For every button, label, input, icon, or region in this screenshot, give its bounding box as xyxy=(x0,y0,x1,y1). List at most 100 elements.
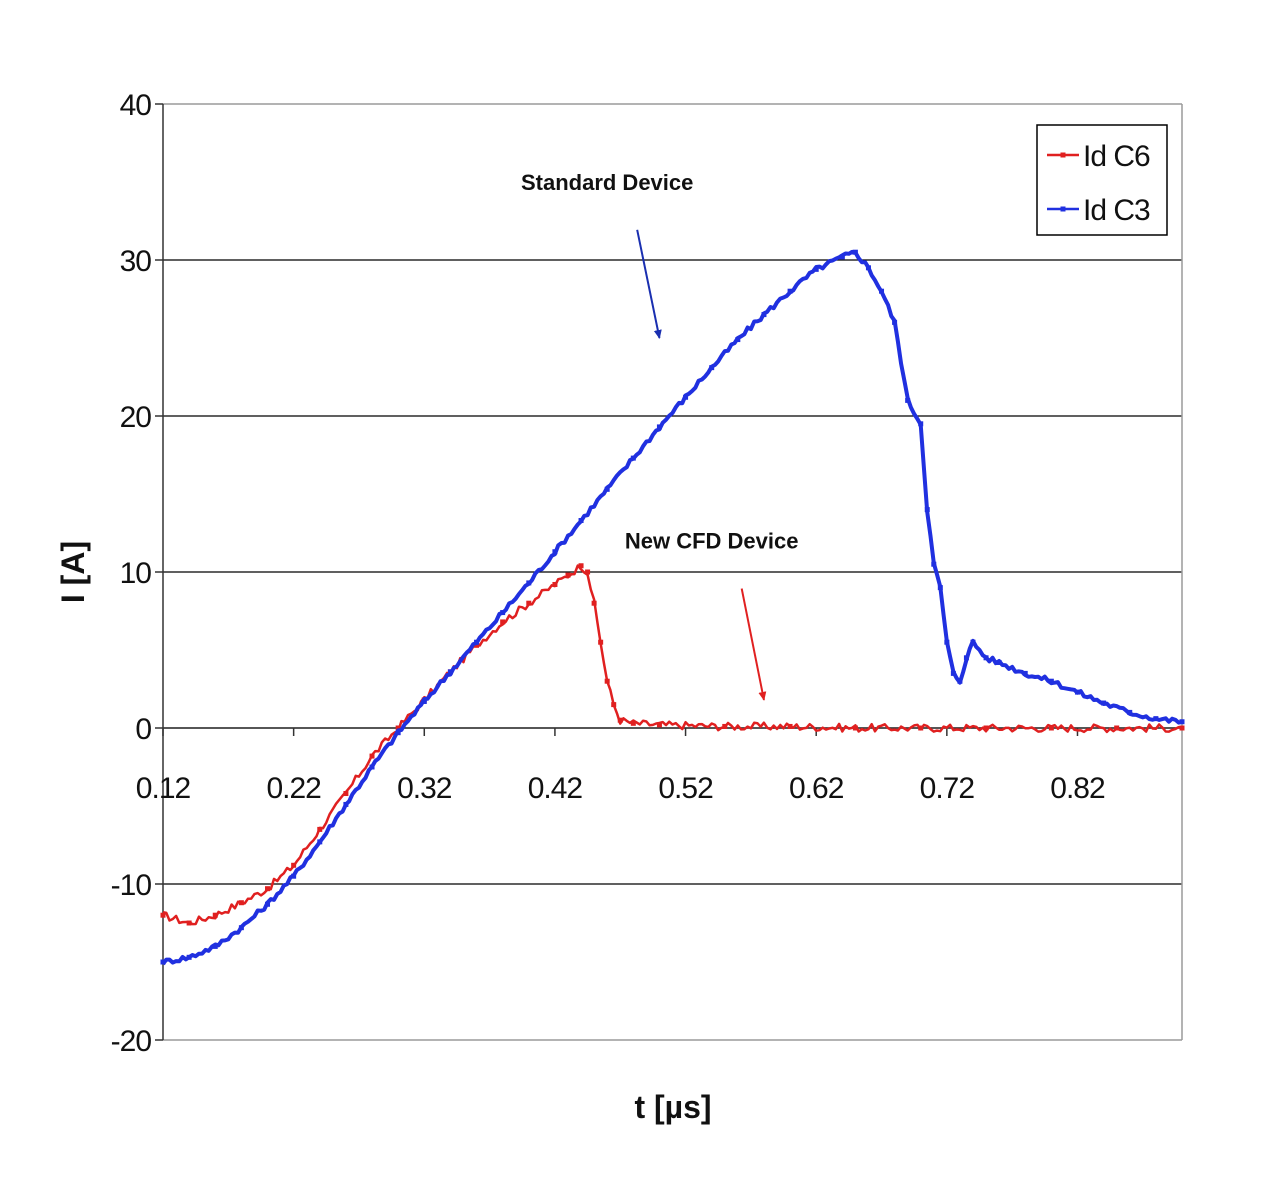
x-axis-title: t [µs] xyxy=(634,1089,711,1125)
series-line xyxy=(161,249,1183,966)
data-point xyxy=(238,900,244,906)
y-axis-title: I [A] xyxy=(55,541,91,603)
legend-marker xyxy=(1060,206,1066,212)
x-tick-label: 0.72 xyxy=(920,772,975,805)
data-point xyxy=(160,959,166,965)
y-tick-label: 20 xyxy=(120,401,152,434)
series-id-c6 xyxy=(160,563,1185,926)
x-tick-label: 0.52 xyxy=(658,772,713,805)
data-point xyxy=(421,698,427,704)
data-point xyxy=(630,455,636,461)
annotation-label: Standard Device xyxy=(521,170,693,195)
data-point xyxy=(918,725,924,731)
data-point xyxy=(735,337,741,343)
data-point xyxy=(957,678,963,684)
data-point xyxy=(787,288,793,294)
data-point xyxy=(787,723,793,729)
data-point xyxy=(343,791,349,797)
data-point xyxy=(395,725,401,731)
legend-label: Id C6 xyxy=(1083,140,1150,173)
data-point xyxy=(369,764,375,770)
data-point xyxy=(852,725,858,731)
data-point xyxy=(552,549,558,555)
data-point xyxy=(983,725,989,731)
data-point xyxy=(604,486,610,492)
data-point xyxy=(983,655,989,661)
annotations: Standard Device New CFD Device xyxy=(521,170,799,701)
legend-entry: Id C6 xyxy=(1047,140,1151,173)
data-point xyxy=(996,659,1002,665)
data-point xyxy=(931,561,937,567)
x-tick-label: 0.32 xyxy=(397,772,452,805)
data-point xyxy=(474,642,480,648)
data-point xyxy=(160,912,166,918)
data-point xyxy=(656,722,662,728)
data-point xyxy=(963,655,969,661)
data-point xyxy=(585,569,591,575)
data-point xyxy=(447,669,453,675)
data-point xyxy=(474,639,480,645)
data-point xyxy=(578,563,584,569)
data-point xyxy=(865,265,871,271)
data-point xyxy=(395,730,401,736)
data-point xyxy=(291,873,297,879)
data-point xyxy=(1048,725,1054,731)
data-point xyxy=(265,901,271,907)
data-point xyxy=(317,826,323,832)
data-point xyxy=(611,702,617,708)
annotation-label: New CFD Device xyxy=(625,529,799,554)
data-point xyxy=(813,266,819,272)
data-point xyxy=(1179,725,1185,731)
data-point xyxy=(578,518,584,524)
data-point xyxy=(591,600,597,606)
data-point xyxy=(604,678,610,684)
legend: Id C6 Id C3 xyxy=(1036,124,1168,236)
data-point xyxy=(343,801,349,807)
data-point xyxy=(212,912,218,918)
data-point xyxy=(291,862,297,868)
series-id-c3 xyxy=(160,249,1185,966)
data-point xyxy=(918,421,924,427)
data-point xyxy=(526,580,532,586)
data-point xyxy=(1153,716,1159,722)
data-point xyxy=(950,670,956,676)
x-tick-label: 0.22 xyxy=(266,772,321,805)
data-point xyxy=(970,639,976,645)
data-point xyxy=(598,639,604,645)
data-point xyxy=(500,619,506,625)
y-tick-label: 30 xyxy=(120,245,152,278)
data-point xyxy=(656,424,662,430)
data-point xyxy=(1179,719,1185,725)
data-point xyxy=(709,365,715,371)
data-point xyxy=(186,920,192,926)
legend-marker xyxy=(1060,152,1066,158)
data-point xyxy=(905,397,911,403)
annotation-arrow xyxy=(740,588,767,701)
series-lines xyxy=(160,249,1185,966)
data-point xyxy=(722,723,728,729)
data-point xyxy=(852,249,858,255)
legend-entry: Id C3 xyxy=(1047,194,1151,227)
data-point xyxy=(265,886,271,892)
data-point xyxy=(1048,678,1054,684)
axes: -20 -10 0 10 20 30 40 0.12 0.22 0.32 0.42 0.52 0.62 0… xyxy=(111,89,1183,1058)
data-point xyxy=(369,753,375,759)
y-tick-label: -10 xyxy=(111,869,152,902)
y-tick-label: -20 xyxy=(111,1025,152,1058)
data-point xyxy=(683,394,689,400)
data-point xyxy=(892,319,898,325)
data-point xyxy=(238,925,244,931)
data-point xyxy=(317,839,323,845)
x-tick-label: 0.62 xyxy=(789,772,844,805)
x-tick-label: 0.12 xyxy=(136,772,191,805)
data-point xyxy=(937,585,943,591)
series-line xyxy=(162,564,1183,926)
data-point xyxy=(565,572,571,578)
y-tick-label: 0 xyxy=(135,713,151,746)
data-point xyxy=(1101,700,1107,706)
data-point xyxy=(879,288,885,294)
data-point xyxy=(944,639,950,645)
y-tick-label: 40 xyxy=(120,89,152,122)
